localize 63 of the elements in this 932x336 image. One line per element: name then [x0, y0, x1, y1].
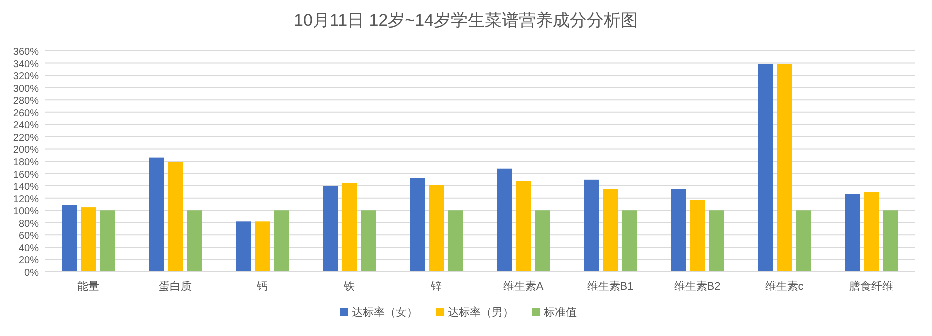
bar [690, 200, 705, 272]
bar [603, 189, 618, 272]
y-tick-label: 180% [13, 158, 40, 168]
bar [149, 158, 164, 272]
x-tick-label: 钙 [256, 281, 268, 293]
x-tick-label: 膳食纤维 [850, 280, 894, 293]
bar [236, 222, 251, 272]
bar [671, 189, 686, 272]
bar [187, 210, 202, 272]
bar [255, 222, 270, 272]
y-tick-label: 0% [24, 268, 40, 279]
y-tick-label: 280% [13, 96, 40, 108]
x-tick-label: 维生素A [503, 280, 544, 293]
bar [274, 210, 289, 272]
bar [342, 182, 357, 272]
y-tick-label: 360% [13, 47, 40, 58]
bar [361, 210, 376, 272]
bar [864, 192, 879, 272]
x-tick-label: 维生素B2 [674, 280, 721, 293]
y-tick-label: 340% [13, 59, 40, 70]
x-tick-label: 锌 [430, 280, 442, 293]
y-tick-label: 80% [18, 218, 40, 230]
bar [516, 181, 531, 272]
legend-label: 标准值 [543, 306, 577, 319]
y-tick-label: 60% [18, 231, 40, 242]
y-tick-label: 200% [13, 145, 40, 156]
bar [622, 210, 637, 272]
bar [429, 185, 444, 272]
y-tick-label: 40% [18, 243, 40, 254]
x-tick-label: 维生素B1 [587, 280, 634, 293]
y-tick-label: 300% [13, 84, 40, 95]
bar [845, 194, 860, 272]
bar [497, 168, 512, 272]
bar [448, 210, 463, 272]
bar [81, 208, 96, 272]
bar [100, 210, 115, 272]
y-tick-label: 120% [13, 194, 40, 206]
chart-title: 10月11日 12岁~14岁学生菜谱营养成分分析图 [294, 11, 638, 30]
y-tick-label: 20% [18, 256, 40, 267]
x-tick-label: 维生素c [765, 280, 804, 293]
bar [584, 180, 599, 272]
bar [410, 178, 425, 272]
bar [535, 210, 550, 272]
y-tick-label: 240% [13, 120, 40, 132]
legend-label: 达标率（男） [448, 306, 514, 319]
y-tick-label: 140% [13, 182, 40, 194]
bar [883, 210, 898, 272]
y-tick-label: 100% [13, 206, 40, 218]
bar [323, 186, 338, 272]
x-tick-label: 蛋白质 [159, 280, 192, 293]
bar [62, 205, 77, 272]
bar [709, 210, 724, 272]
y-tick-label: 160% [13, 170, 40, 181]
y-tick-label: 220% [13, 132, 40, 144]
bar [777, 64, 792, 272]
x-tick-label: 铁 [343, 281, 355, 293]
y-tick-label: 320% [13, 72, 40, 83]
bar [796, 210, 811, 272]
legend-label: 达标率（女） [352, 306, 418, 319]
bar [758, 64, 773, 272]
x-tick-label: 能量 [78, 280, 100, 293]
bar [168, 162, 183, 272]
y-tick-label: 260% [13, 108, 40, 120]
